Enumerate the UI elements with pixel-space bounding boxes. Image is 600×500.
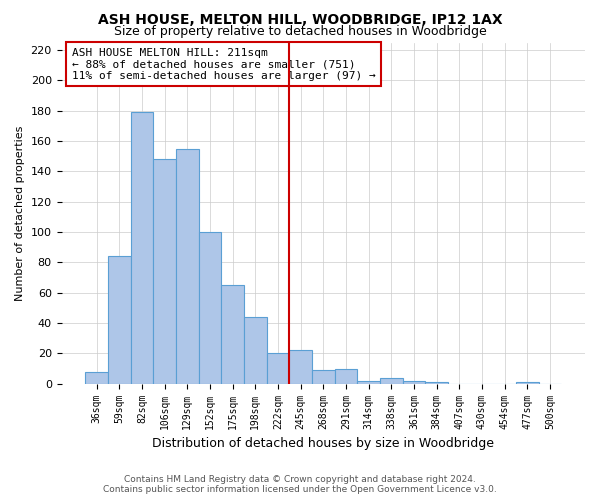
Bar bbox=[289, 350, 312, 384]
Bar bbox=[176, 148, 199, 384]
Bar bbox=[425, 382, 448, 384]
Text: ASH HOUSE, MELTON HILL, WOODBRIDGE, IP12 1AX: ASH HOUSE, MELTON HILL, WOODBRIDGE, IP12… bbox=[98, 12, 502, 26]
Text: ASH HOUSE MELTON HILL: 211sqm
← 88% of detached houses are smaller (751)
11% of : ASH HOUSE MELTON HILL: 211sqm ← 88% of d… bbox=[72, 48, 376, 81]
Bar bbox=[380, 378, 403, 384]
Bar bbox=[108, 256, 131, 384]
Text: Contains HM Land Registry data © Crown copyright and database right 2024.
Contai: Contains HM Land Registry data © Crown c… bbox=[103, 474, 497, 494]
Bar bbox=[312, 370, 335, 384]
Bar bbox=[221, 285, 244, 384]
Y-axis label: Number of detached properties: Number of detached properties bbox=[15, 126, 25, 301]
Bar bbox=[244, 317, 266, 384]
Text: Size of property relative to detached houses in Woodbridge: Size of property relative to detached ho… bbox=[113, 25, 487, 38]
Bar bbox=[154, 160, 176, 384]
Bar bbox=[357, 380, 380, 384]
Bar bbox=[266, 354, 289, 384]
Bar bbox=[85, 372, 108, 384]
Bar bbox=[199, 232, 221, 384]
Bar bbox=[131, 112, 154, 384]
X-axis label: Distribution of detached houses by size in Woodbridge: Distribution of detached houses by size … bbox=[152, 437, 494, 450]
Bar bbox=[516, 382, 539, 384]
Bar bbox=[403, 380, 425, 384]
Bar bbox=[335, 368, 357, 384]
